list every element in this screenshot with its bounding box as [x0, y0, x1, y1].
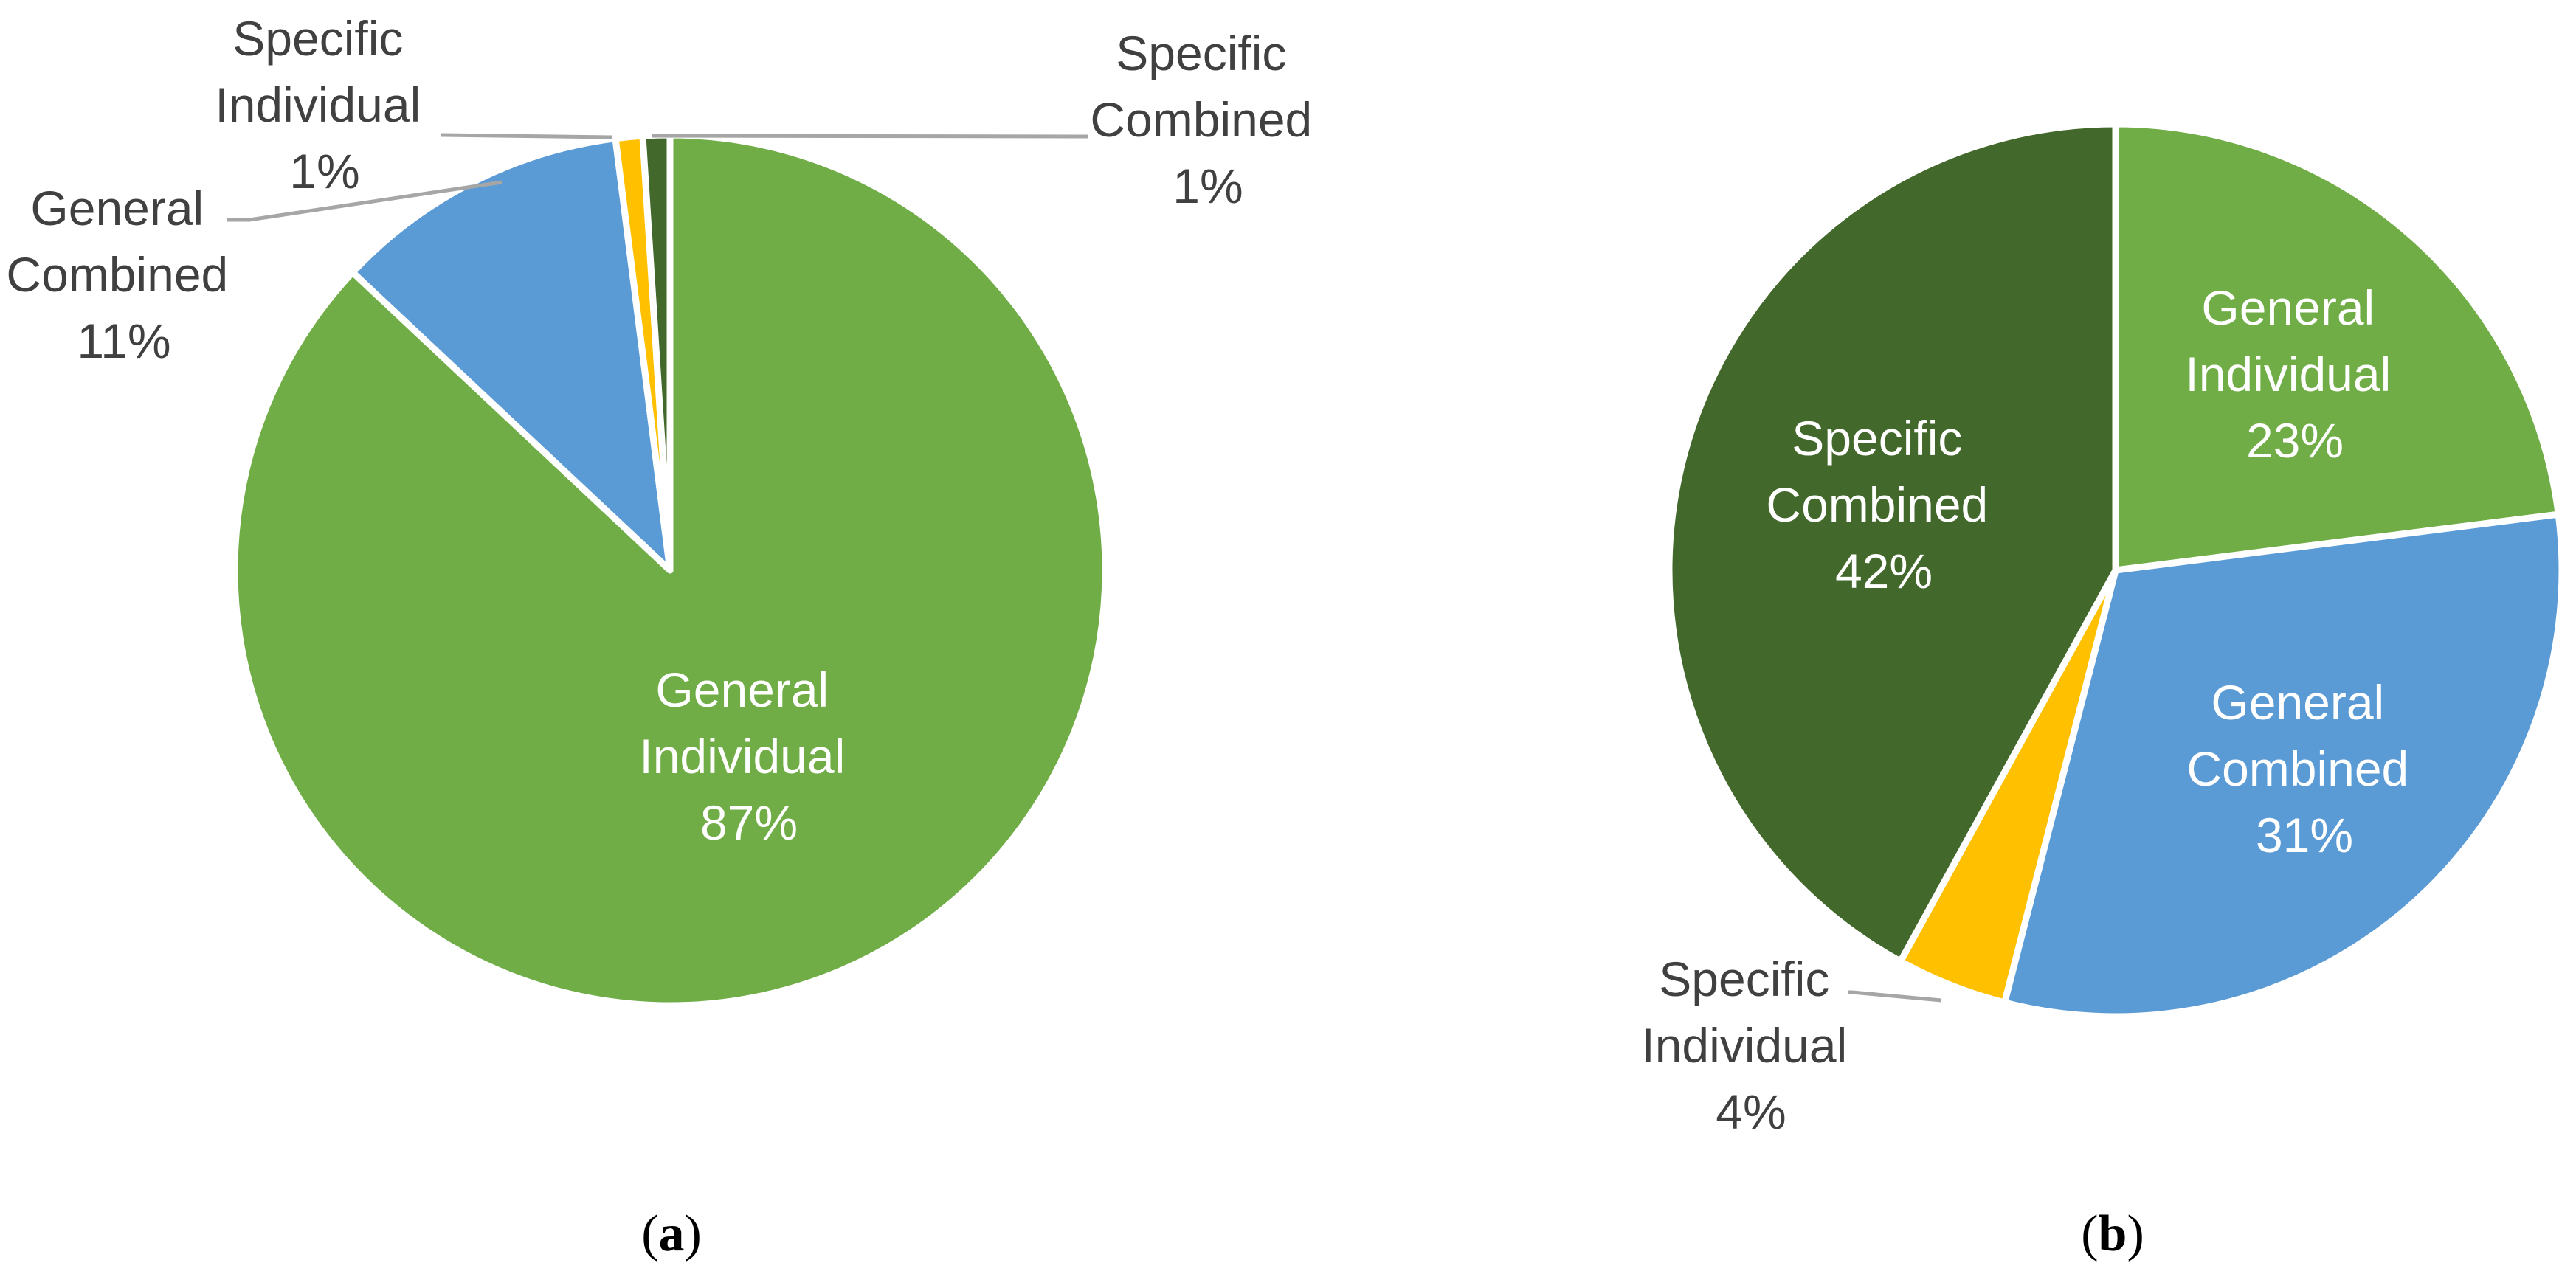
pie-a-leader-general-combined	[227, 180, 503, 222]
caption-a: (a)	[641, 1205, 702, 1262]
caption-a-letter: a	[659, 1205, 685, 1262]
pie-b-slices	[1665, 120, 2566, 1020]
pie-b-slice-general-individual	[2112, 120, 2562, 574]
pie-b-label-specific-individual: Specific Individual 4%	[1641, 952, 1860, 1139]
pie-chart-b: General Individual 23% General Combined …	[1641, 120, 2566, 1139]
pie-a-label-general-combined: General Combined 11%	[6, 181, 241, 368]
pie-a-slice-general-combined	[349, 135, 674, 574]
pie-b-label-specific-combined: Specific Combined 42%	[1766, 411, 2001, 598]
pie-b-slice-general-combined	[2001, 511, 2566, 1020]
caption-b-letter: b	[2099, 1205, 2127, 1262]
pie-a-leader-specific-individual	[441, 133, 613, 139]
pie-b-slice-specific-combined	[1665, 120, 2119, 965]
pie-a-slices	[231, 131, 1109, 1009]
pie-b-leader-specific-individual	[1848, 990, 1942, 1003]
pie-chart-a: General Individual 87% General Combined …	[6, 11, 1325, 1009]
pie-b-leader-lines	[1848, 990, 1942, 1003]
pie-a-label-general-individual: General Individual 87%	[639, 662, 858, 850]
pie-a-label-specific-combined: Specific Combined 1%	[1090, 26, 1325, 213]
caption-b: (b)	[2081, 1205, 2144, 1262]
pie-b-labels: General Individual 23% General Combined …	[1641, 280, 2422, 1139]
pie-a-labels: General Individual 87% General Combined …	[6, 11, 1325, 850]
pie-a-label-specific-individual: Specific Individual 1%	[215, 11, 434, 198]
pie-a-leader-lines	[227, 133, 1088, 222]
pie-b-label-general-individual: General Individual 23%	[2185, 280, 2404, 468]
pie-b-label-general-combined: General Combined 31%	[2186, 675, 2422, 862]
